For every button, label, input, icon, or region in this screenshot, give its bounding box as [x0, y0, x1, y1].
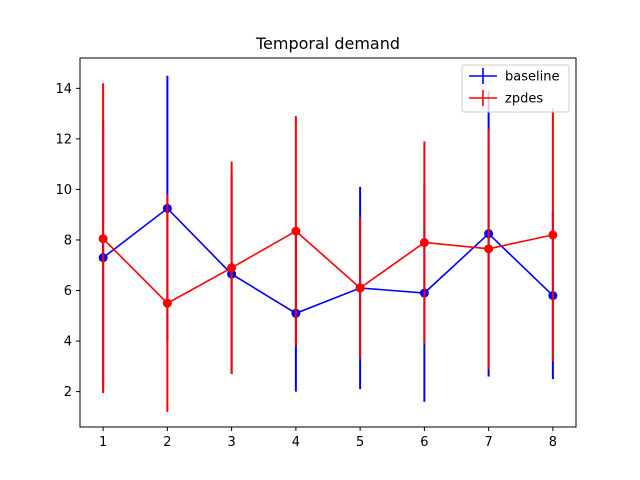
y-tick-label: 6 [64, 284, 72, 299]
x-tick-label: 1 [99, 435, 107, 450]
legend-label: baseline [505, 70, 559, 85]
chart-title: Temporal demand [255, 34, 400, 53]
series-line [102, 230, 554, 305]
x-tick-label: 7 [484, 435, 492, 450]
y-tick-label: 8 [64, 233, 72, 248]
legend: baseline zpdes [461, 64, 570, 113]
data-point [419, 238, 429, 247]
y-tick-label: 14 [55, 82, 72, 97]
y-tick-label: 12 [55, 132, 72, 147]
legend-entry-baseline: baseline [469, 68, 559, 85]
data-point [227, 263, 237, 273]
axes-frame [79, 57, 577, 428]
legend-entry-zpdes: zpdes [469, 90, 543, 107]
x-tick-label: 4 [292, 435, 300, 450]
data-point [162, 298, 172, 308]
legend-label: zpdes [505, 92, 543, 107]
data-point [355, 283, 365, 293]
data-point [98, 234, 108, 244]
x-tick-label: 3 [227, 435, 235, 450]
x-tick-label: 8 [549, 435, 557, 450]
y-tick-label: 2 [64, 385, 72, 400]
x-tick-label: 5 [356, 435, 364, 450]
data-point [548, 230, 558, 240]
x-tick-label: 2 [163, 435, 171, 450]
y-tick-label: 4 [64, 335, 72, 350]
plot-area [98, 75, 558, 412]
x-tick-label: 6 [420, 435, 428, 450]
series-zpdes [98, 83, 558, 412]
data-point [484, 244, 494, 254]
y-tick-label: 10 [55, 183, 72, 198]
series-line [102, 207, 554, 315]
data-point [291, 226, 301, 236]
